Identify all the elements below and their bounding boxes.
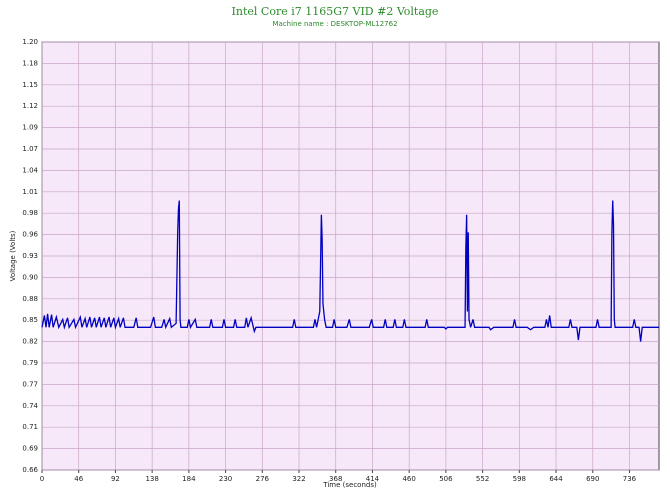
y-tick-label: 0.77 (22, 380, 38, 388)
x-tick-label: 598 (513, 475, 526, 483)
x-tick-label: 368 (329, 475, 342, 483)
y-tick-label: 0.90 (22, 273, 38, 281)
y-tick-label: 1.18 (22, 59, 38, 67)
x-tick-label: 46 (74, 475, 83, 483)
x-tick-label: 644 (549, 475, 563, 483)
y-tick-label: 0.79 (22, 359, 38, 367)
y-tick-label: 0.66 (22, 466, 38, 474)
data-line (41, 200, 659, 342)
y-tick-label: 0.69 (22, 445, 38, 453)
y-tick-label: 0.82 (22, 338, 38, 346)
chart-title: Intel Core i7 1165G7 VID #2 Voltage (232, 5, 439, 18)
chart-subtitle: Machine name : DESKTOP-ML12762 (272, 20, 397, 28)
x-tick-label: 506 (439, 475, 453, 483)
y-tick-label: 1.20 (22, 38, 38, 46)
y-tick-label: 1.07 (22, 145, 38, 153)
x-tick-label: 184 (182, 475, 196, 483)
y-tick-label: 0.74 (22, 402, 38, 410)
y-tick-label: 0.71 (22, 423, 38, 431)
y-tick-label: 0.93 (22, 252, 38, 260)
x-tick-label: 736 (623, 475, 637, 483)
x-tick-label: 0 (40, 475, 44, 483)
x-tick-label: 552 (476, 475, 489, 483)
x-tick-label: 414 (366, 475, 380, 483)
x-axis-label: Time (seconds) (322, 481, 377, 489)
y-tick-label: 1.09 (22, 124, 38, 132)
x-tick-label: 322 (292, 475, 305, 483)
x-tick-label: 460 (402, 475, 415, 483)
x-tick-label: 690 (586, 475, 599, 483)
y-tick-label: 1.01 (22, 188, 38, 196)
y-tick-label: 0.98 (22, 209, 38, 217)
y-tick-label: 0.85 (22, 316, 38, 324)
x-tick-label: 92 (111, 475, 120, 483)
x-tick-label: 230 (219, 475, 232, 483)
y-axis-label: Voltage (Volts) (9, 230, 17, 281)
x-tick-label: 138 (145, 475, 158, 483)
x-tick-label: 276 (256, 475, 270, 483)
y-tick-label: 1.04 (22, 166, 38, 174)
y-tick-label: 1.12 (22, 102, 38, 110)
y-tick-label: 0.88 (22, 295, 38, 303)
y-tick-label: 1.15 (22, 81, 38, 89)
y-tick-label: 0.96 (22, 231, 38, 239)
